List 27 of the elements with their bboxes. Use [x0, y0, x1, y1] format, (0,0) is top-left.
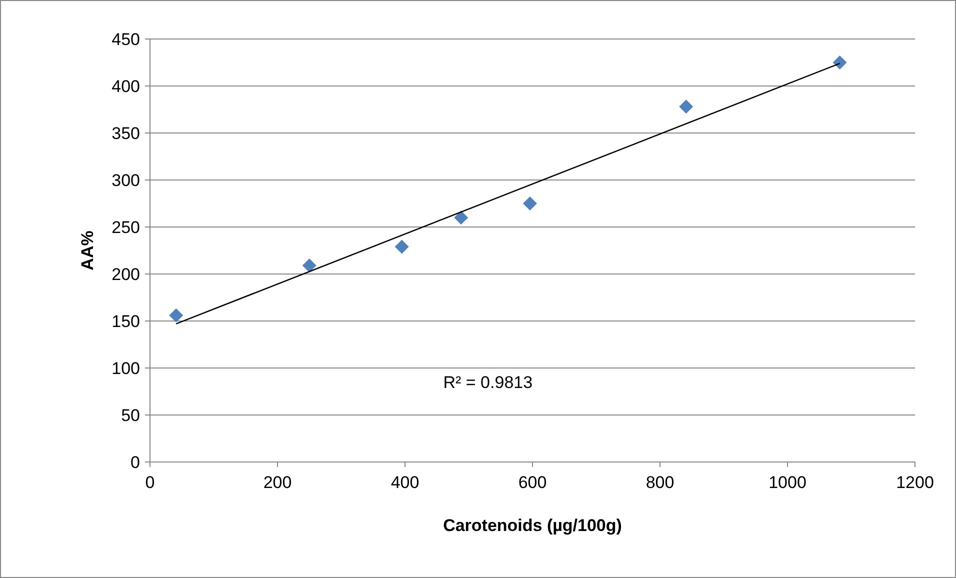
y-tick-label: 300 [112, 170, 140, 190]
point [169, 308, 184, 322]
y-tick-label: 200 [112, 264, 140, 284]
y-tick-label: 400 [112, 76, 140, 96]
y-axis-title: AA% [78, 230, 97, 270]
y-tick-label: 250 [112, 218, 140, 237]
x-tick-label: 1200 [896, 473, 934, 492]
point [302, 258, 316, 273]
x-tick-label: 1000 [768, 473, 806, 492]
point [679, 100, 694, 114]
x-tick-label: 0 [145, 473, 155, 492]
y-tick-label: 50 [121, 406, 140, 425]
y-tick-label: 450 [112, 30, 140, 49]
x-tick-label: 800 [646, 473, 674, 492]
x-tick-label: 400 [390, 473, 420, 492]
x-tick-label: 600 [518, 473, 547, 492]
y-tick-label: 100 [112, 358, 140, 378]
point [454, 210, 468, 225]
point [522, 196, 537, 210]
y-tick-label: 350 [112, 124, 140, 143]
annotation: R² = 0.9813 [443, 373, 533, 392]
x-axis-title: Carotenoids (µg/100g) [443, 516, 622, 535]
y-tick-label: 0 [130, 452, 140, 472]
x-tick-label: 200 [263, 473, 292, 492]
y-tick-label: 150 [112, 312, 140, 331]
point [832, 56, 847, 70]
point [394, 240, 409, 254]
